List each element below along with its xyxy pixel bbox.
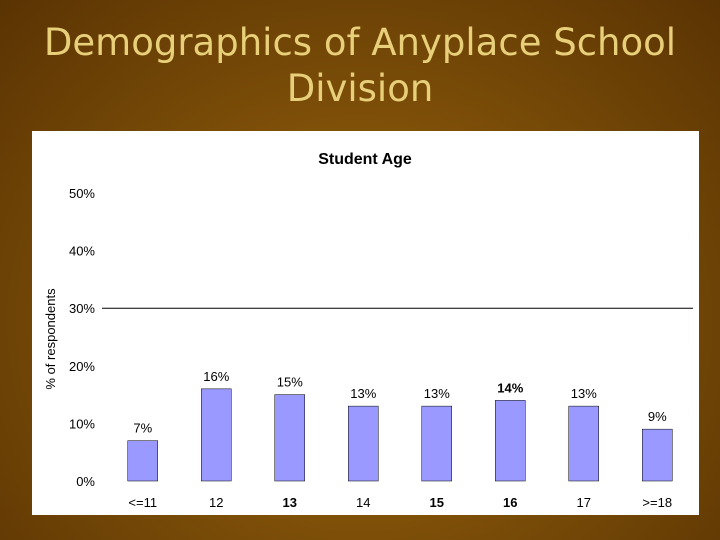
- y-tick-label: 30%: [69, 301, 95, 316]
- value-label: 13%: [424, 386, 450, 401]
- x-tick-label: 12: [209, 495, 223, 510]
- x-tick-label: 17: [577, 495, 591, 510]
- y-tick-label: 50%: [69, 186, 95, 201]
- value-label: 16%: [203, 369, 229, 384]
- slide-title: Demographics of Anyplace School Division: [0, 20, 720, 112]
- value-label: 15%: [277, 375, 303, 390]
- bar-14: [348, 405, 379, 482]
- value-label: 14%: [497, 380, 523, 395]
- x-tick-label: 15: [430, 495, 444, 510]
- y-axis-ticks: 0% 10% 20% 30% 40% 50%: [69, 186, 95, 489]
- bars-group: [127, 388, 673, 482]
- x-tick-label: 13: [283, 495, 297, 510]
- bar-12: [201, 388, 232, 482]
- bar-15: [421, 405, 452, 482]
- bar-16: [495, 400, 526, 482]
- y-tick-label: 0%: [76, 474, 95, 489]
- value-label: 7%: [133, 421, 152, 436]
- slide-title-line-2: Division: [286, 67, 434, 110]
- bar-13: [274, 394, 305, 482]
- x-tick-label: 16: [503, 495, 517, 510]
- y-tick-label: 10%: [69, 416, 95, 431]
- bar-17: [568, 405, 599, 482]
- bar-<=11: [127, 440, 158, 482]
- value-labels-group: 7% 16% 15% 13% 13% 14% 13% 9%: [133, 369, 667, 436]
- bar-chart: Student Age % of respondents 0% 10% 20% 30%…: [43, 151, 693, 510]
- value-label: 9%: [648, 409, 667, 424]
- slide-title-line-1: Demographics of Anyplace School: [43, 21, 677, 64]
- value-label: 13%: [350, 386, 376, 401]
- x-tick-label: 14: [356, 495, 370, 510]
- bar->=18: [642, 428, 673, 482]
- x-tick-label: >=18: [642, 495, 672, 510]
- y-axis-label: % of respondents: [43, 288, 58, 390]
- y-tick-label: 20%: [69, 359, 95, 374]
- chart-panel: Student Age % of respondents 0% 10% 20% 30%…: [32, 131, 699, 515]
- chart-title: Student Age: [318, 151, 412, 168]
- x-tick-label: <=11: [128, 495, 157, 510]
- y-tick-label: 40%: [69, 244, 95, 259]
- value-label: 13%: [571, 386, 597, 401]
- x-axis-labels: <=11 12 13 14 15 16 17 >=18: [128, 495, 672, 510]
